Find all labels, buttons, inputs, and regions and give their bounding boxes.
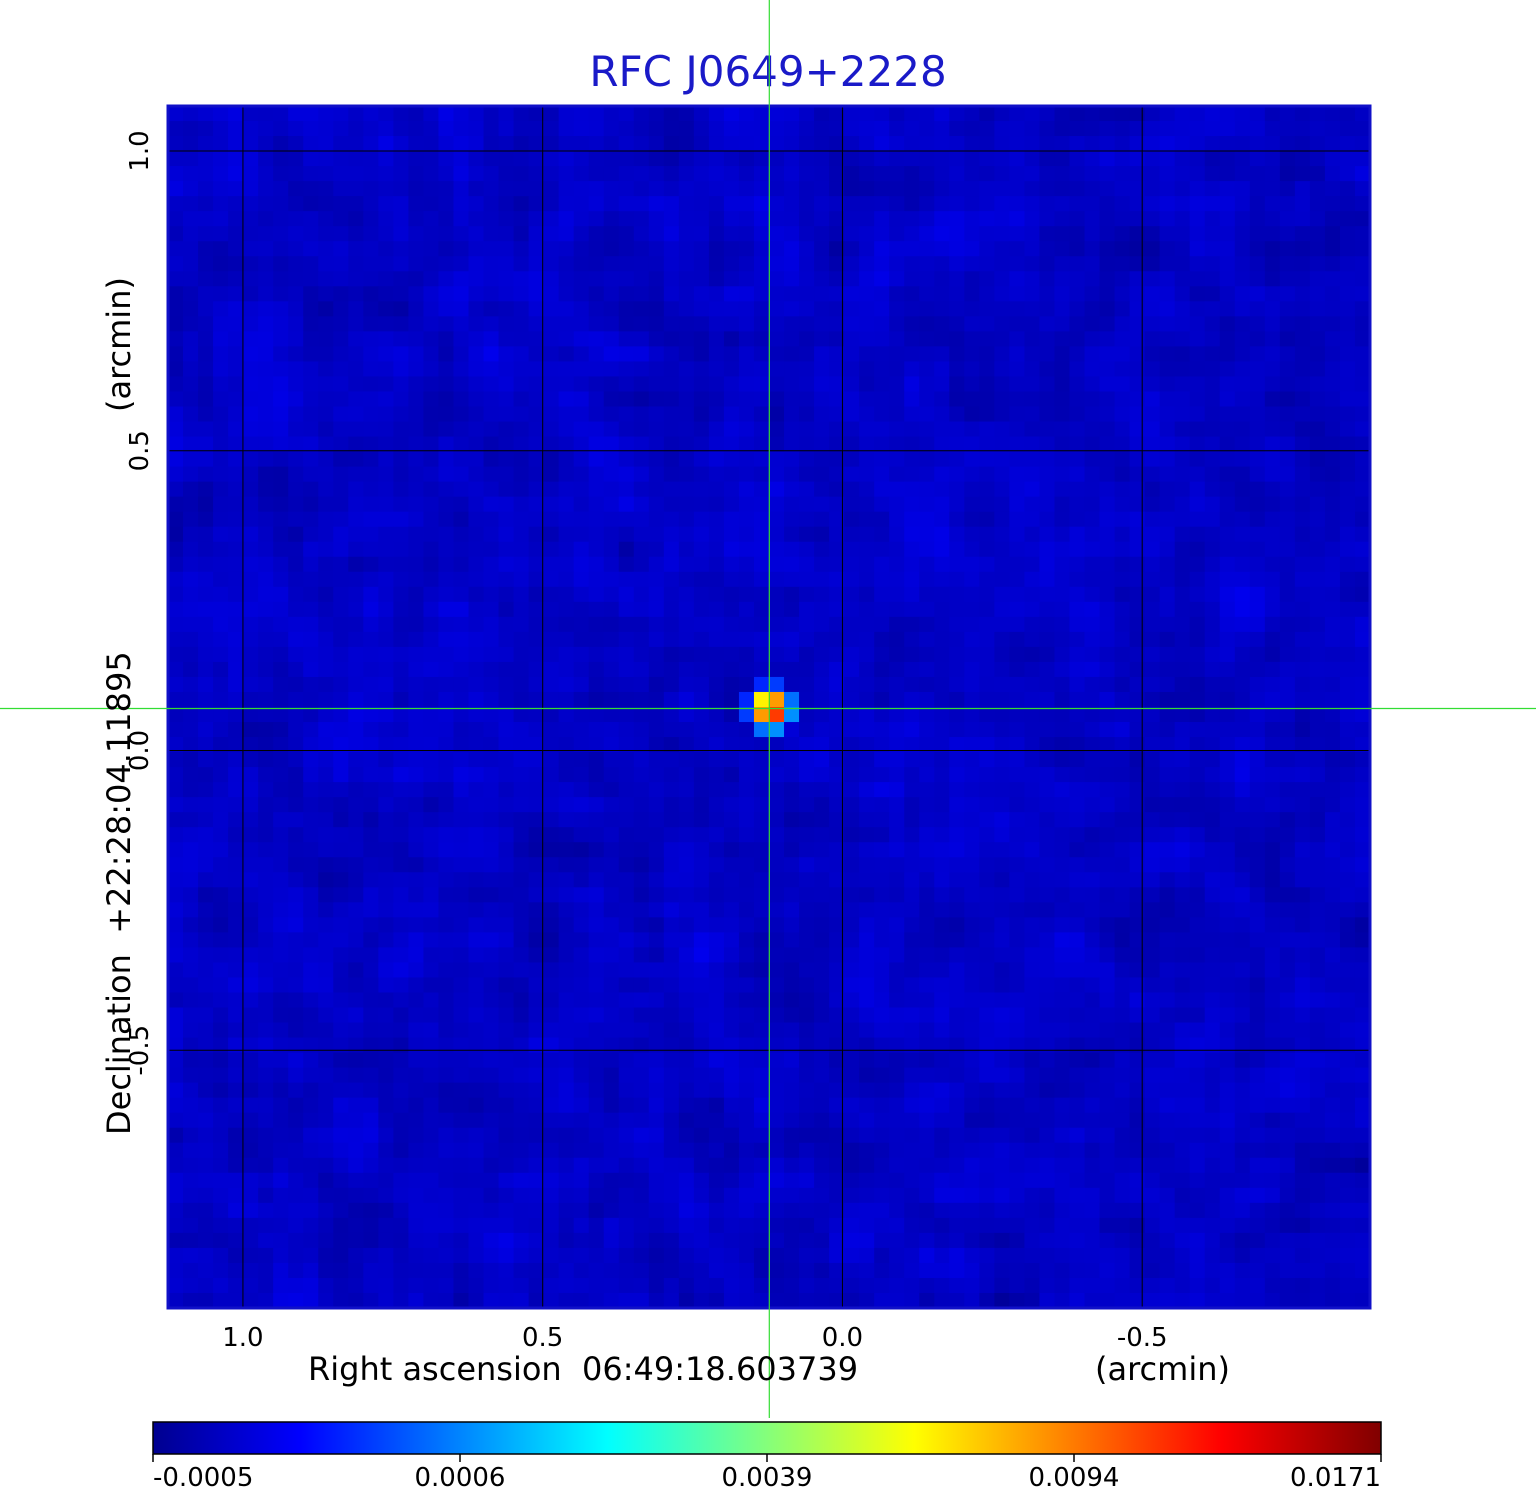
colorbar-tick-label: 0.0006 [415, 1463, 506, 1493]
colorbar-ticks: -0.0005 0.0006 0.0039 0.0094 0.0171 [152, 1454, 1382, 1493]
y-tick-labels: 1.0 0.5 0.0 -0.5 [125, 130, 155, 1075]
colorbar-tick-label: -0.0005 [153, 1463, 253, 1493]
y-tick-label: 0.5 [125, 430, 155, 471]
x-tick-label: 1.0 [222, 1323, 263, 1353]
y-tick-label: -0.5 [125, 1025, 155, 1076]
crosshair [0, 0, 1536, 1418]
y-tick-label: 1.0 [125, 130, 155, 171]
y-axis-label: Declination +22:28:04.11895 [100, 651, 138, 1135]
colorbar-tick-label: 0.0039 [722, 1463, 813, 1493]
heatmap-image [168, 106, 1370, 1308]
x-tick-label: -0.5 [1117, 1323, 1168, 1353]
colorbar-tick-label: 0.0094 [1029, 1463, 1120, 1493]
x-axis-unit: (arcmin) [1095, 1350, 1230, 1388]
x-tick-label: 0.0 [822, 1323, 863, 1353]
chart-title: RFC J0649+2228 [589, 47, 946, 96]
y-tick-label: 0.0 [125, 730, 155, 771]
colorbar-tick-label: 0.0171 [1290, 1463, 1381, 1493]
y-axis-unit: (arcmin) [100, 277, 138, 412]
x-tick-labels: 1.0 0.5 0.0 -0.5 [222, 1323, 1167, 1353]
x-axis-label: Right ascension 06:49:18.603739 [308, 1350, 858, 1388]
x-tick-label: 0.5 [522, 1323, 563, 1353]
grid-lines [168, 106, 1370, 1308]
colorbar [152, 1421, 1382, 1455]
